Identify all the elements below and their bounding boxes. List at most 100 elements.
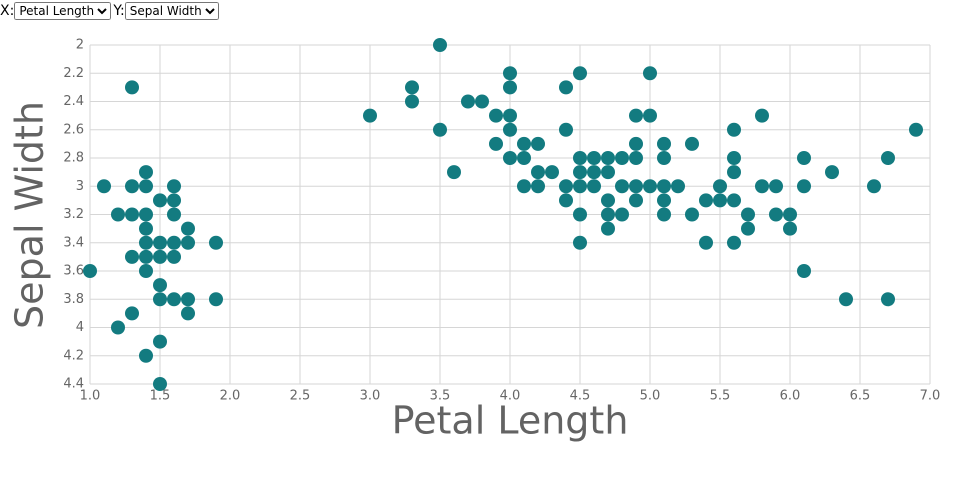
y-tick-label: 3.8 — [63, 292, 84, 307]
point — [405, 94, 419, 109]
point — [139, 221, 153, 236]
point — [153, 334, 167, 349]
y-tick-label: 2.4 — [63, 94, 84, 109]
y-tick-label: 3.2 — [63, 207, 84, 222]
point — [531, 179, 545, 194]
point — [755, 108, 769, 123]
point — [181, 306, 195, 321]
point — [643, 108, 657, 123]
point — [601, 165, 615, 180]
point — [657, 207, 671, 222]
point — [727, 122, 741, 137]
point — [153, 235, 167, 250]
point — [433, 38, 447, 52]
point — [517, 136, 531, 151]
point — [139, 207, 153, 222]
point — [629, 193, 643, 208]
point — [167, 193, 181, 208]
point — [685, 207, 699, 222]
point — [181, 235, 195, 250]
point — [125, 249, 139, 264]
point — [111, 320, 125, 335]
point — [601, 193, 615, 208]
y-select-label: Y: — [113, 3, 125, 19]
y-select[interactable]: Sepal Width — [124, 2, 219, 20]
x-tick-label: 2.0 — [220, 389, 241, 404]
y-tick-label: 4.2 — [63, 348, 84, 363]
point — [181, 221, 195, 236]
point — [573, 151, 587, 165]
point — [657, 151, 671, 165]
point — [167, 249, 181, 264]
point — [615, 207, 629, 222]
point — [531, 165, 545, 180]
point — [531, 136, 545, 151]
point — [559, 179, 573, 194]
point — [601, 151, 615, 165]
point — [503, 66, 517, 81]
point — [517, 151, 531, 165]
x-select[interactable]: Petal Length — [14, 2, 112, 20]
x-tick-label: 1.5 — [150, 389, 171, 404]
point — [167, 179, 181, 194]
point — [909, 122, 923, 137]
axis-controls: X: Petal Length Y: Sepal Width — [0, 2, 221, 20]
point — [503, 80, 517, 95]
point — [741, 221, 755, 236]
point — [615, 179, 629, 194]
point — [573, 165, 587, 180]
point — [615, 151, 629, 165]
point — [209, 235, 223, 250]
point — [881, 151, 895, 165]
point — [209, 292, 223, 307]
point — [363, 108, 377, 123]
point — [601, 221, 615, 236]
x-tick-label: 3.5 — [430, 389, 451, 404]
point — [153, 193, 167, 208]
point — [125, 207, 139, 222]
y-axis-title: Sepal Width — [8, 101, 52, 329]
point — [139, 348, 153, 363]
point — [629, 136, 643, 151]
point — [685, 136, 699, 151]
point — [461, 94, 475, 109]
point — [125, 179, 139, 194]
point — [545, 165, 559, 180]
point — [559, 193, 573, 208]
point — [629, 179, 643, 194]
point — [727, 151, 741, 165]
point — [125, 80, 139, 95]
x-tick-label: 4.5 — [570, 389, 591, 404]
x-tick-label: 1.0 — [80, 389, 101, 404]
point — [601, 207, 615, 222]
point — [503, 108, 517, 123]
point — [741, 207, 755, 222]
point — [405, 80, 419, 95]
point — [769, 179, 783, 194]
point — [783, 221, 797, 236]
x-tick-label: 3.0 — [360, 389, 381, 404]
point — [489, 108, 503, 123]
point — [629, 108, 643, 123]
x-tick-label: 6.5 — [850, 389, 871, 404]
point — [867, 179, 881, 194]
point — [755, 179, 769, 194]
point — [839, 292, 853, 307]
point — [167, 207, 181, 222]
point — [573, 207, 587, 222]
point — [881, 292, 895, 307]
point — [727, 165, 741, 180]
point — [783, 207, 797, 222]
x-select-label: X: — [0, 3, 15, 19]
y-tick-label: 4.4 — [63, 377, 84, 392]
point — [699, 235, 713, 250]
point — [139, 179, 153, 194]
point — [573, 179, 587, 194]
x-tick-label: 6.0 — [780, 389, 801, 404]
point — [83, 264, 97, 278]
point — [433, 122, 447, 137]
point — [153, 278, 167, 293]
point — [797, 179, 811, 194]
point — [139, 249, 153, 264]
